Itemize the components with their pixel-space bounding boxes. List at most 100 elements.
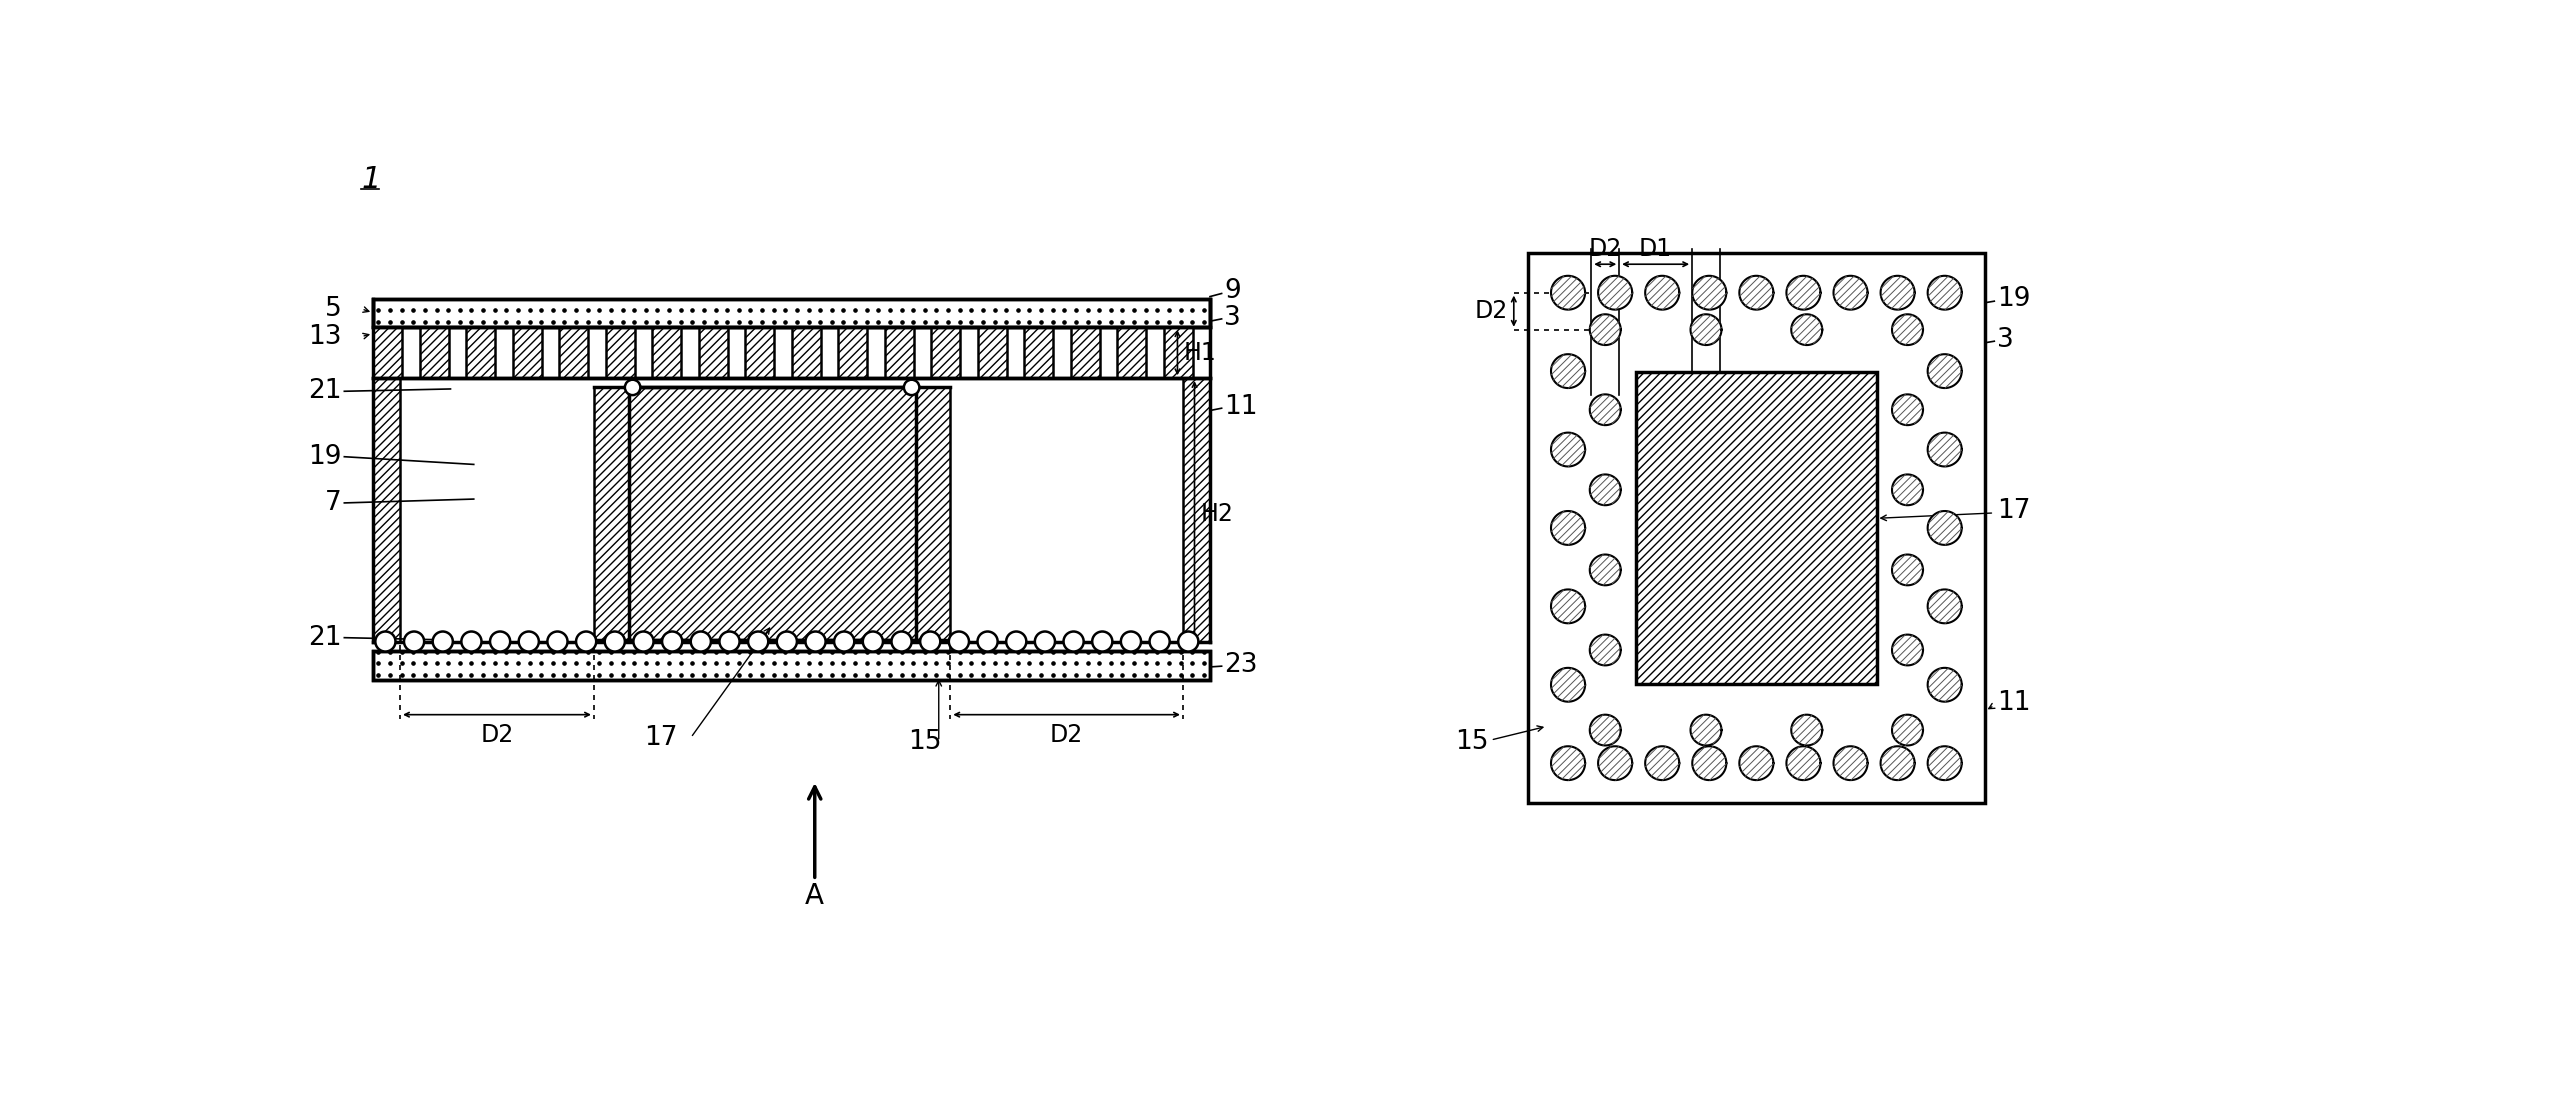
Polygon shape <box>1589 314 1622 346</box>
Polygon shape <box>1892 554 1923 585</box>
Bar <box>1071 328 1099 378</box>
Bar <box>915 388 951 640</box>
Circle shape <box>403 631 423 651</box>
Circle shape <box>834 631 854 651</box>
Circle shape <box>518 631 538 651</box>
Bar <box>421 328 449 378</box>
Bar <box>653 328 681 378</box>
Text: H2: H2 <box>1201 502 1234 527</box>
Circle shape <box>1063 631 1084 651</box>
Circle shape <box>548 631 569 651</box>
Polygon shape <box>1589 474 1622 506</box>
Polygon shape <box>1892 474 1923 506</box>
Polygon shape <box>1833 276 1867 310</box>
Bar <box>885 328 913 378</box>
Text: 17: 17 <box>1997 498 2030 523</box>
Text: D2: D2 <box>1474 299 1507 323</box>
Circle shape <box>778 631 798 651</box>
Text: 7: 7 <box>326 490 342 516</box>
Polygon shape <box>1550 668 1586 702</box>
Bar <box>467 328 495 378</box>
Circle shape <box>375 631 395 651</box>
Bar <box>1117 328 1148 378</box>
Polygon shape <box>1550 511 1586 544</box>
Bar <box>931 328 961 378</box>
Polygon shape <box>1879 276 1915 310</box>
Bar <box>604 328 635 378</box>
Bar <box>372 299 1211 328</box>
Bar <box>467 328 495 378</box>
Bar <box>513 328 543 378</box>
Text: 17: 17 <box>645 724 678 751</box>
Text: 13: 13 <box>309 323 342 350</box>
Polygon shape <box>1599 276 1632 310</box>
Polygon shape <box>1892 314 1923 346</box>
Circle shape <box>691 631 711 651</box>
Text: 9: 9 <box>1224 278 1242 304</box>
Circle shape <box>490 631 510 651</box>
Circle shape <box>949 631 969 651</box>
Polygon shape <box>1928 590 1961 623</box>
Circle shape <box>462 631 482 651</box>
Bar <box>1183 378 1211 641</box>
Polygon shape <box>1928 354 1961 388</box>
Polygon shape <box>1892 394 1923 426</box>
Polygon shape <box>1550 590 1586 623</box>
Polygon shape <box>1550 354 1586 388</box>
Bar <box>790 328 821 378</box>
Bar <box>977 328 1007 378</box>
Bar <box>372 299 1211 328</box>
Bar <box>421 328 449 378</box>
Text: 5: 5 <box>326 296 342 322</box>
Bar <box>1071 328 1099 378</box>
Bar <box>1637 372 1877 684</box>
Circle shape <box>1122 631 1140 651</box>
Bar <box>915 388 951 640</box>
Bar <box>745 328 775 378</box>
Text: D2: D2 <box>479 723 513 748</box>
Circle shape <box>1035 631 1056 651</box>
Polygon shape <box>1589 554 1622 585</box>
Circle shape <box>1091 631 1112 651</box>
Circle shape <box>903 380 921 396</box>
Circle shape <box>625 380 640 396</box>
Polygon shape <box>1892 634 1923 665</box>
Bar <box>699 328 727 378</box>
Bar <box>558 328 589 378</box>
Polygon shape <box>1739 276 1772 310</box>
Text: 15: 15 <box>1456 729 1489 754</box>
Text: 23: 23 <box>1224 652 1257 678</box>
Text: 21: 21 <box>309 624 342 651</box>
Text: 11: 11 <box>1224 393 1257 420</box>
Circle shape <box>921 631 941 651</box>
Bar <box>372 651 1211 680</box>
Bar <box>1527 252 1984 803</box>
Text: 3: 3 <box>1224 306 1242 331</box>
Bar <box>630 388 915 640</box>
Text: H1: H1 <box>1183 341 1216 364</box>
Polygon shape <box>1790 314 1823 346</box>
Text: 19: 19 <box>1997 286 2030 312</box>
Circle shape <box>434 631 454 651</box>
Polygon shape <box>1589 394 1622 426</box>
Polygon shape <box>1892 714 1923 745</box>
Circle shape <box>892 631 913 651</box>
Polygon shape <box>1928 276 1961 310</box>
Bar <box>604 328 635 378</box>
Polygon shape <box>1928 432 1961 467</box>
Bar <box>372 328 403 378</box>
Bar <box>1025 328 1053 378</box>
Bar <box>745 328 775 378</box>
Polygon shape <box>1693 276 1726 310</box>
Polygon shape <box>1691 314 1721 346</box>
Text: 11: 11 <box>1997 690 2030 717</box>
Bar <box>931 328 961 378</box>
Bar <box>1637 372 1877 684</box>
Polygon shape <box>1788 747 1821 780</box>
Circle shape <box>977 631 997 651</box>
Bar <box>594 388 630 640</box>
Polygon shape <box>1691 714 1721 745</box>
Bar <box>372 328 403 378</box>
Bar <box>1183 378 1211 641</box>
Bar <box>513 328 543 378</box>
